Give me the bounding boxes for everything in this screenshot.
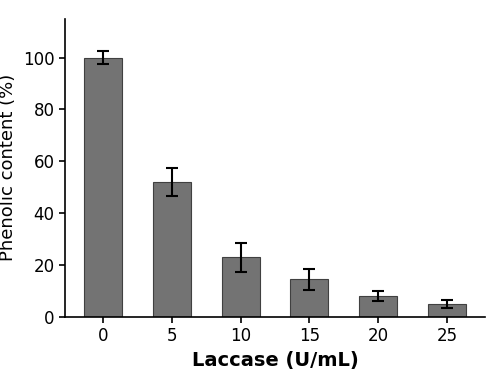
Bar: [84, 57, 122, 317]
Y-axis label: Phenolic content (%): Phenolic content (%): [0, 74, 18, 261]
X-axis label: Laccase (U/mL): Laccase (U/mL): [192, 351, 358, 370]
Bar: [153, 182, 190, 317]
Bar: [222, 257, 260, 317]
Bar: [360, 296, 397, 317]
Bar: [428, 304, 466, 317]
Bar: [290, 279, 329, 317]
